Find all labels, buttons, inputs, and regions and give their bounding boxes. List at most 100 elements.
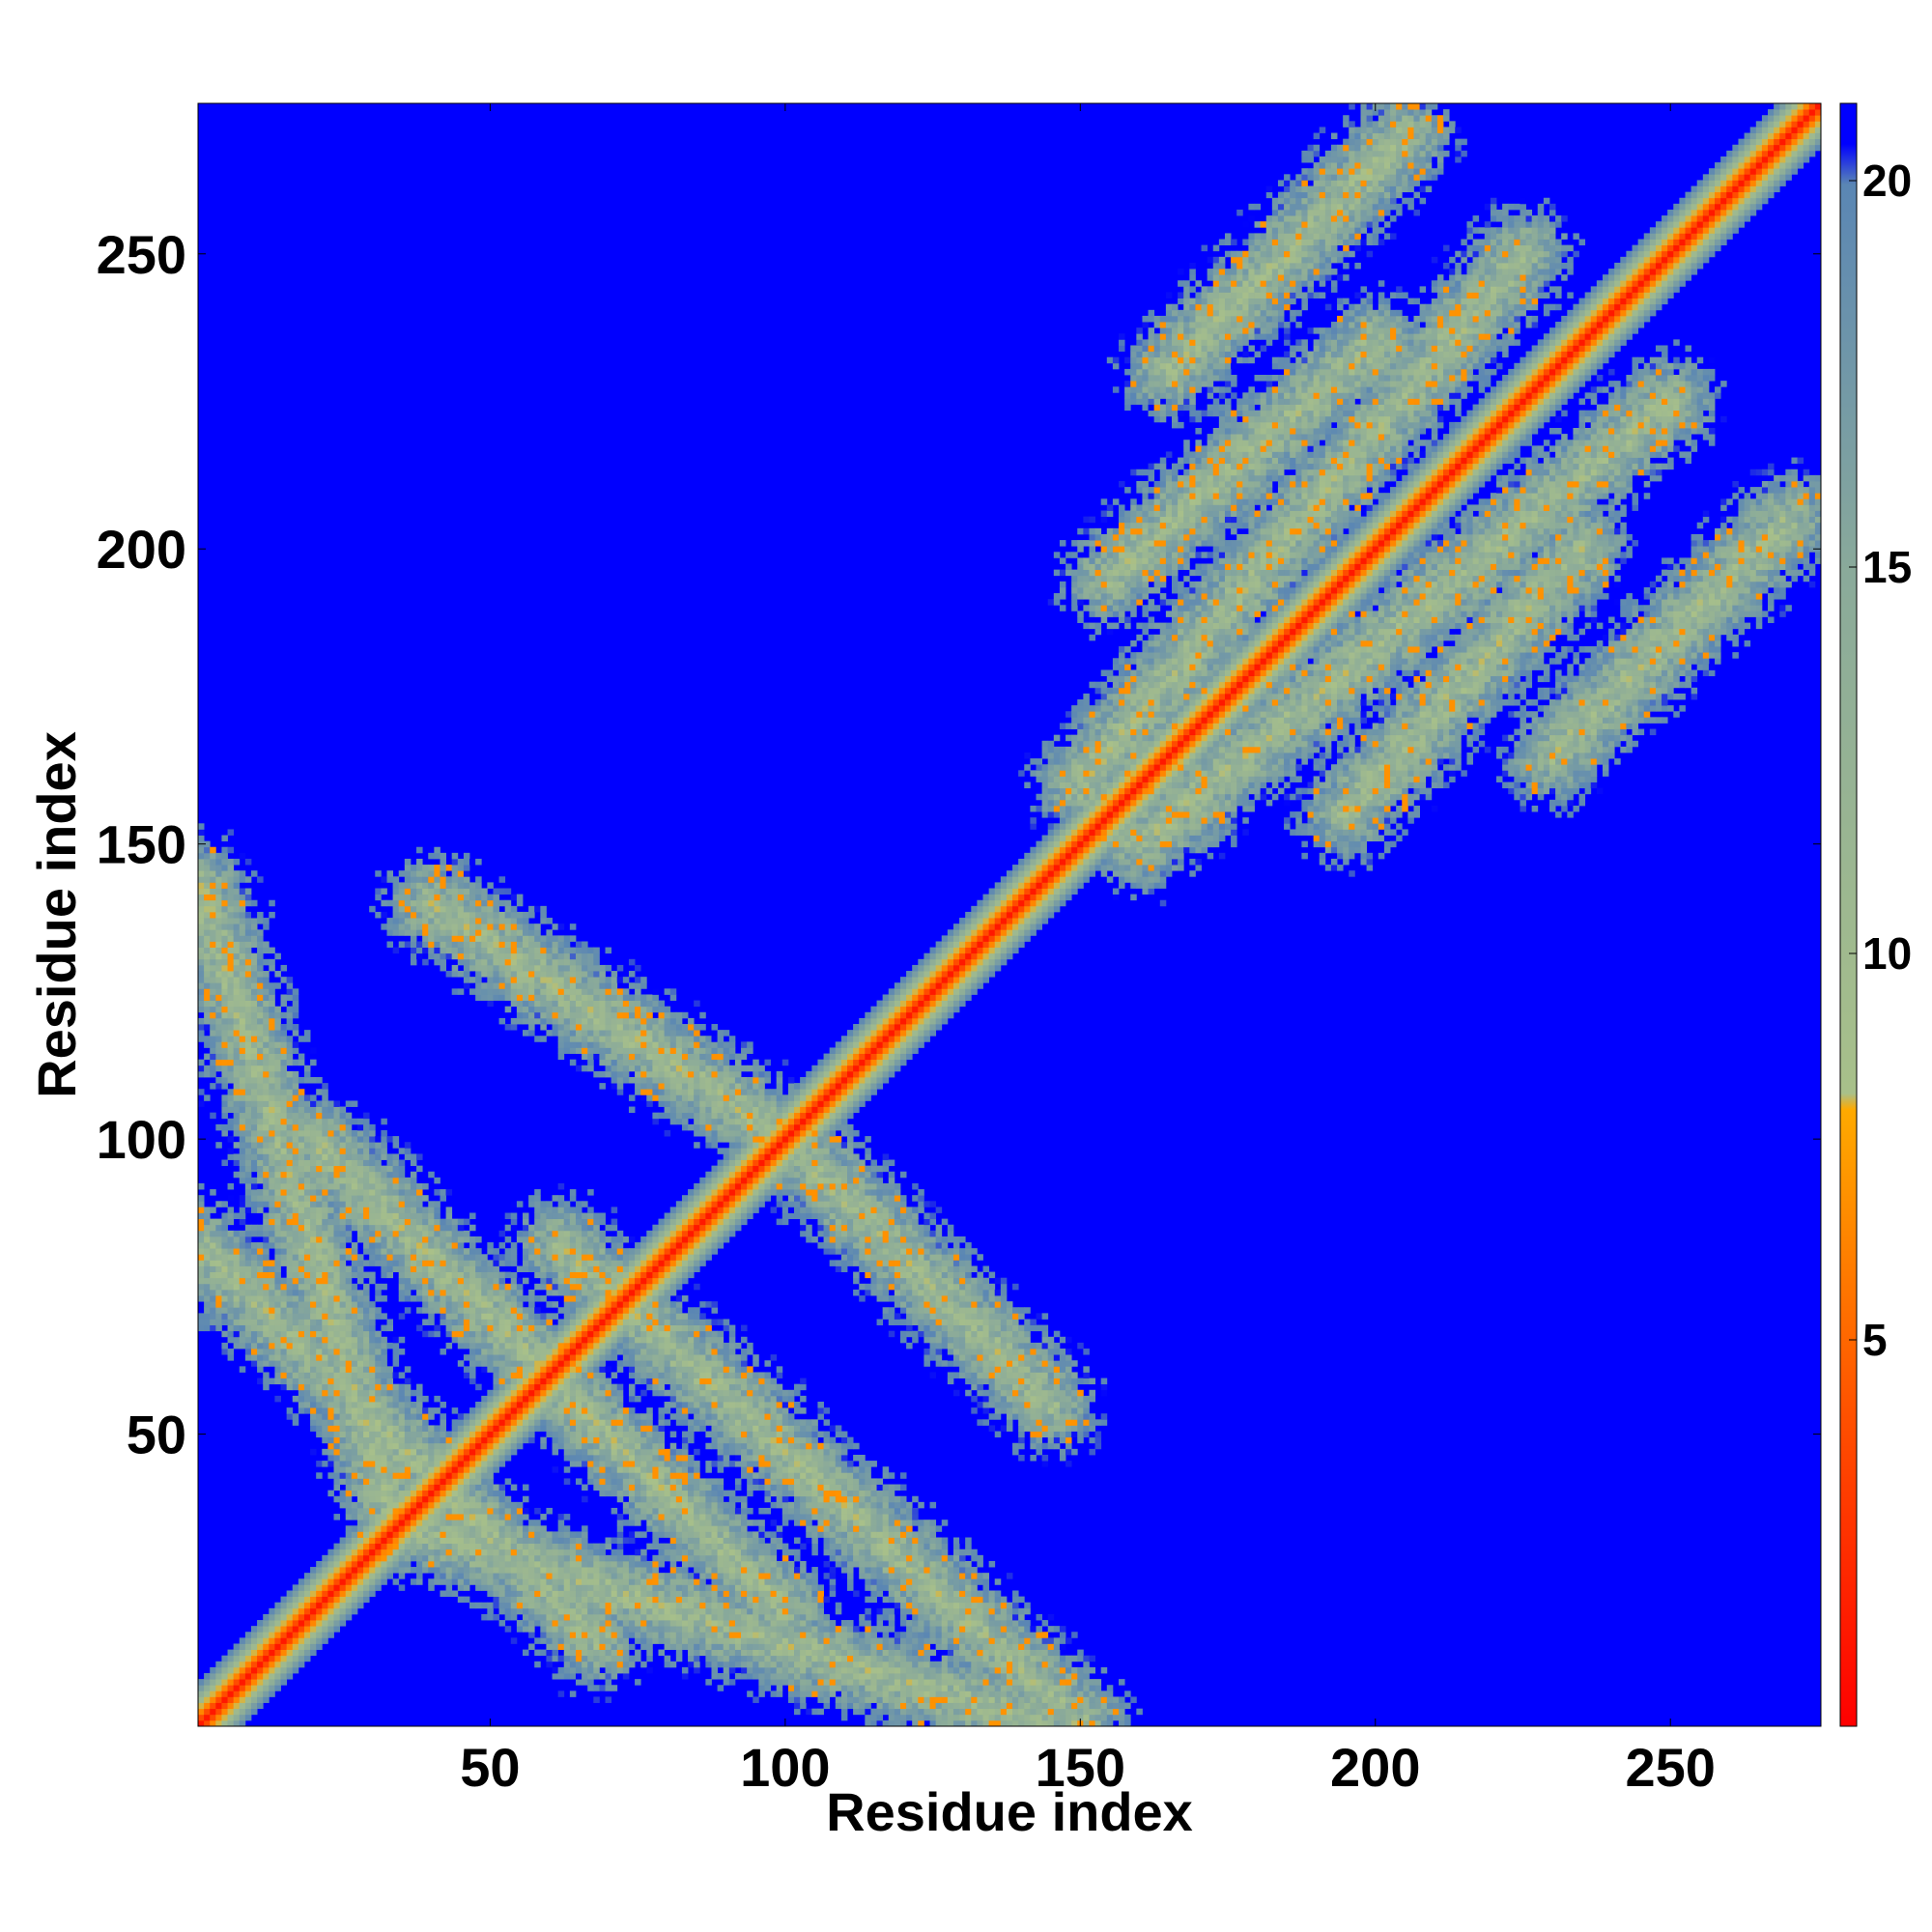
heatmap-cell bbox=[404, 1260, 412, 1266]
heatmap-cell bbox=[322, 1372, 328, 1378]
heatmap-cell bbox=[404, 1495, 412, 1503]
heatmap-cell bbox=[198, 1207, 205, 1213]
heatmap-cell bbox=[481, 1301, 488, 1308]
heatmap-cell bbox=[233, 1094, 241, 1101]
heatmap-cell bbox=[244, 1112, 252, 1120]
heatmap-cell bbox=[475, 1501, 482, 1509]
heatmap-cell bbox=[198, 1271, 205, 1279]
heatmap-cell bbox=[198, 947, 205, 954]
heatmap-cell bbox=[257, 1260, 264, 1266]
heatmap-cell bbox=[198, 952, 205, 960]
heatmap-cell bbox=[269, 1301, 275, 1308]
heatmap-cell bbox=[298, 1402, 305, 1408]
heatmap-cell bbox=[369, 1584, 376, 1591]
heatmap-cell bbox=[233, 964, 241, 972]
heatmap-cell bbox=[204, 994, 211, 1001]
heatmap-cell bbox=[404, 1230, 412, 1237]
heatmap-cell bbox=[345, 1330, 353, 1338]
heatmap-cell bbox=[351, 1442, 358, 1450]
heatmap-cell bbox=[481, 1402, 488, 1408]
heatmap-cell bbox=[398, 1525, 406, 1532]
heatmap-cell bbox=[233, 971, 241, 978]
heatmap-cell bbox=[504, 977, 512, 983]
heatmap-cell bbox=[410, 1484, 417, 1492]
heatmap-cell bbox=[445, 1271, 453, 1279]
heatmap-cell bbox=[351, 1407, 358, 1414]
heatmap-cell bbox=[457, 1307, 465, 1314]
heatmap-cell bbox=[215, 929, 222, 936]
heatmap-cell bbox=[239, 1649, 246, 1657]
heatmap-cell bbox=[239, 1690, 246, 1697]
heatmap-cell bbox=[215, 1142, 222, 1149]
heatmap-cell bbox=[398, 1383, 406, 1391]
heatmap-cell bbox=[557, 1182, 565, 1190]
heatmap-cell bbox=[445, 1454, 453, 1462]
heatmap-cell bbox=[322, 1094, 328, 1101]
heatmap-cell bbox=[221, 1077, 228, 1084]
heatmap-cell bbox=[386, 1431, 393, 1438]
heatmap-cell bbox=[392, 1531, 400, 1538]
heatmap-cell bbox=[569, 1402, 577, 1408]
heatmap-cell bbox=[292, 1584, 299, 1591]
heatmap-cell bbox=[552, 958, 559, 966]
heatmap-cell bbox=[375, 1236, 382, 1243]
heatmap-cell bbox=[327, 1301, 334, 1308]
heatmap-cell bbox=[369, 1360, 376, 1367]
heatmap-cell bbox=[463, 876, 470, 883]
heatmap-cell bbox=[286, 1100, 294, 1107]
heatmap-cell bbox=[381, 1271, 387, 1279]
heatmap-cell bbox=[215, 1260, 222, 1266]
heatmap-cell bbox=[257, 935, 264, 942]
heatmap-cell bbox=[422, 1248, 429, 1255]
heatmap-cell bbox=[381, 1484, 387, 1492]
heatmap-cell bbox=[428, 1472, 435, 1479]
plot-area bbox=[197, 102, 1822, 1727]
heatmap-cell bbox=[493, 1254, 499, 1261]
heatmap-cell bbox=[233, 1041, 241, 1048]
heatmap-cell bbox=[298, 1236, 305, 1243]
heatmap-cell bbox=[569, 1643, 577, 1650]
heatmap-cell bbox=[469, 929, 476, 936]
heatmap-cell bbox=[356, 1336, 364, 1344]
heatmap-cell bbox=[316, 1461, 323, 1467]
heatmap-cell bbox=[286, 1089, 294, 1095]
heatmap-cell bbox=[440, 958, 446, 966]
heatmap-cell bbox=[298, 1182, 305, 1190]
heatmap-cell bbox=[351, 1360, 358, 1367]
heatmap-cell bbox=[546, 988, 553, 995]
heatmap-cell bbox=[269, 1690, 275, 1697]
heatmap-cell bbox=[528, 1295, 535, 1302]
heatmap-cell bbox=[339, 1472, 347, 1479]
heatmap-cell bbox=[333, 1514, 341, 1520]
heatmap-cell bbox=[386, 1372, 393, 1378]
heatmap-cell bbox=[292, 1041, 299, 1048]
heatmap-cell bbox=[292, 1142, 299, 1149]
heatmap-cell bbox=[463, 1472, 470, 1479]
heatmap-cell bbox=[345, 1461, 353, 1467]
heatmap-cell bbox=[381, 1543, 387, 1550]
heatmap-cell bbox=[369, 1395, 376, 1403]
heatmap-cell bbox=[481, 1520, 488, 1526]
heatmap-cell bbox=[303, 1319, 311, 1325]
heatmap-cell bbox=[445, 1289, 453, 1296]
heatmap-cell bbox=[410, 882, 417, 889]
heatmap-cell bbox=[481, 1490, 488, 1497]
heatmap-cell bbox=[552, 1224, 559, 1232]
heatmap-cell bbox=[198, 829, 205, 836]
heatmap-cell bbox=[310, 1159, 317, 1167]
heatmap-cell bbox=[339, 1454, 347, 1462]
heatmap-cell bbox=[422, 1242, 429, 1249]
heatmap-cell bbox=[540, 1242, 547, 1249]
heatmap-cell bbox=[451, 1289, 459, 1296]
heatmap-cell bbox=[416, 1383, 423, 1391]
heatmap-cell bbox=[504, 1607, 512, 1615]
heatmap-cell bbox=[540, 918, 547, 924]
heatmap-cell bbox=[327, 1159, 334, 1167]
heatmap-cell bbox=[410, 1236, 417, 1243]
heatmap-cell bbox=[286, 1372, 294, 1378]
heatmap-cell bbox=[557, 1017, 565, 1025]
heatmap-cell bbox=[510, 1000, 518, 1008]
heatmap-cell bbox=[528, 1011, 535, 1019]
heatmap-cell bbox=[215, 1123, 222, 1131]
heatmap-cell bbox=[469, 1514, 476, 1520]
